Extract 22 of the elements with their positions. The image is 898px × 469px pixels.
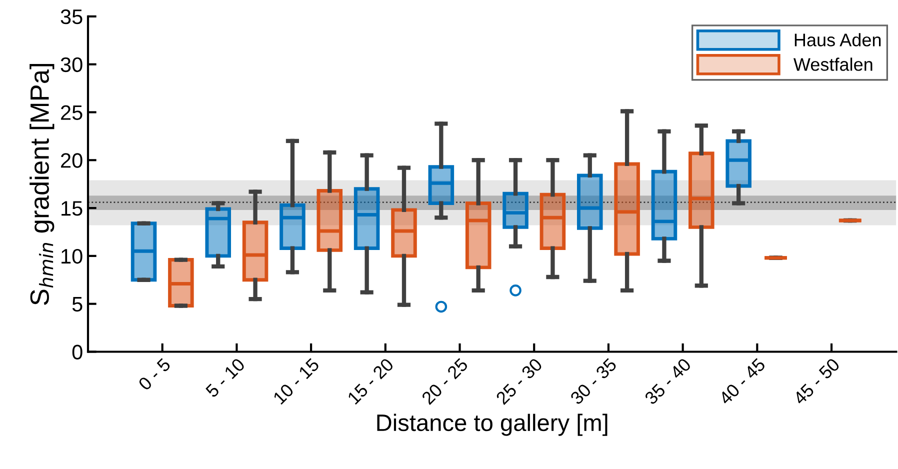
x-tick-label: 35 - 40 — [644, 357, 692, 406]
y-tick-label: 10 — [62, 248, 82, 264]
y-tick-label: 25 — [61, 105, 82, 120]
x-tick-label: 20 - 25 — [420, 357, 469, 406]
x-tick-label: 45 - 50 — [792, 357, 840, 406]
x-tick-label: 10 - 15 — [272, 357, 320, 405]
legend-label: Haus Aden — [794, 33, 881, 46]
x-tick-label: 0 - 5 — [138, 357, 172, 392]
x-tick-label: 25 - 30 — [495, 357, 543, 406]
y-tick-label: 5 — [72, 297, 82, 312]
x-tick-label: 5 - 10 — [204, 357, 246, 398]
x-tick-label: 40 - 45 — [718, 357, 766, 406]
y-tick-label: 0 — [72, 344, 82, 360]
x-axis-title: Distance to gallery [m] — [377, 414, 608, 436]
x-tick-label: 30 - 35 — [570, 357, 618, 406]
y-axis-title: S$_{hmin}$ gradient [MPa] — [30, 64, 54, 305]
y-tick-label: 20 — [61, 153, 82, 168]
legend-label: Westfalen — [794, 58, 872, 71]
y-tick-label: 15 — [62, 201, 82, 216]
x-tick-label: 15 - 20 — [346, 357, 394, 405]
y-tick-label: 35 — [60, 9, 82, 24]
y-tick-label: 30 — [60, 57, 82, 72]
